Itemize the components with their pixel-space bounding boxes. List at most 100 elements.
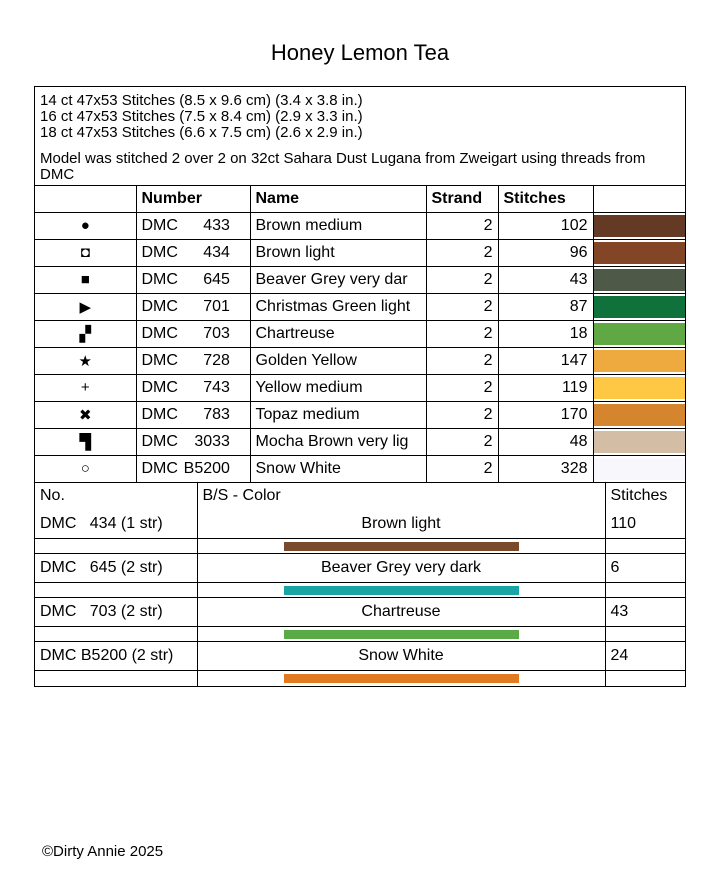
table-row: ▜ DMC 3033 Mocha Brown very lig 2 48 xyxy=(35,427,685,456)
color-swatch xyxy=(592,319,685,348)
color-swatch xyxy=(592,238,685,267)
header-name: Name xyxy=(249,186,427,213)
thread-number: DMC 701 xyxy=(135,292,251,321)
header-strand: Strand xyxy=(425,186,499,213)
stitches: 48 xyxy=(497,427,594,456)
thread-number: DMC B5200 xyxy=(135,454,251,483)
table-header: Number Name Strand Stitches xyxy=(35,186,685,213)
strand: 2 xyxy=(425,373,499,402)
size-18ct: 18 ct 47x53 Stitches (6.6 x 7.5 cm) (2.6… xyxy=(40,124,363,141)
table-row: DMC 434 (1 str) Brown light 110 xyxy=(35,509,685,539)
header-number: Number xyxy=(135,186,251,213)
thread-number: DMC 703 xyxy=(135,319,251,348)
backstitch-name: Brown light xyxy=(196,509,606,539)
table-header: No. B/S - Color Stitches xyxy=(35,482,685,510)
table-row: ▶ DMC 701 Christmas Green light 2 87 xyxy=(35,292,685,321)
table-row: ■ DMC 645 Beaver Grey very dar 2 43 xyxy=(35,265,685,294)
thread-name: Topaz medium xyxy=(249,400,427,429)
thread-number: DMC 433 xyxy=(135,211,251,240)
stitches: 18 xyxy=(497,319,594,348)
thread-name: Snow White xyxy=(249,454,427,483)
backstitch-number: DMC 434 (1 str) xyxy=(35,509,198,539)
backstitch-name: Chartreuse xyxy=(196,597,606,627)
chart-key: 14 ct 47x53 Stitches (8.5 x 9.6 cm) (3.4… xyxy=(34,86,686,687)
backstitch-stitches: 6 xyxy=(604,553,685,583)
color-swatch xyxy=(592,211,685,240)
page-title: Honey Lemon Tea xyxy=(270,40,450,65)
copyright: ©Dirty Annie 2025 xyxy=(42,843,164,860)
size-14ct: 14 ct 47x53 Stitches (8.5 x 9.6 cm) (3.4… xyxy=(40,92,363,109)
backstitch-number: DMC 703 (2 str) xyxy=(35,597,198,627)
strand: 2 xyxy=(425,400,499,429)
filled-square-icon: ■ xyxy=(35,265,137,294)
color-swatch xyxy=(592,373,685,402)
table-row: DMC 703 (2 str) Chartreuse 43 xyxy=(35,597,685,627)
checker-icon: ▞ xyxy=(35,319,137,348)
table-row: ○ DMC B5200 Snow White 2 328 xyxy=(35,454,685,483)
table-row: DMC B5200 (2 str) Snow White 24 xyxy=(35,641,685,671)
stitches: 96 xyxy=(497,238,594,267)
triangle-right-icon: ▶ xyxy=(35,292,137,321)
strand: 2 xyxy=(425,292,499,321)
thread-number: DMC 3033 xyxy=(135,427,251,456)
thread-name: Brown medium xyxy=(249,211,427,240)
table-row: ★ DMC 728 Golden Yellow 2 147 xyxy=(35,346,685,375)
backstitch-line-sample xyxy=(196,538,606,554)
thread-number: DMC 783 xyxy=(135,400,251,429)
table-row: ✖ DMC 783 Topaz medium 2 170 xyxy=(35,400,685,429)
backstitch-name: Snow White xyxy=(196,641,606,671)
backstitch-stitches: 110 xyxy=(604,509,685,539)
color-swatch xyxy=(592,265,685,294)
star-icon: ★ xyxy=(35,346,137,375)
strand: 2 xyxy=(425,319,499,348)
backstitch-name: Beaver Grey very dark xyxy=(196,553,606,583)
thread-name: Brown light xyxy=(249,238,427,267)
thread-name: Golden Yellow xyxy=(249,346,427,375)
filled-circle-icon: ● xyxy=(35,211,137,240)
thread-table: Number Name Strand Stitches ● DMC 433 Bro… xyxy=(35,186,685,483)
color-swatch xyxy=(592,400,685,429)
color-swatch xyxy=(592,292,685,321)
thread-name: Christmas Green light xyxy=(249,292,427,321)
backstitch-line-sample xyxy=(196,582,606,598)
thread-name: Mocha Brown very lig xyxy=(249,427,427,456)
strand: 2 xyxy=(425,238,499,267)
strand: 2 xyxy=(425,454,499,483)
stitches: 43 xyxy=(497,265,594,294)
stitches: 87 xyxy=(497,292,594,321)
pattern-info: 14 ct 47x53 Stitches (8.5 x 9.6 cm) (3.4… xyxy=(35,87,685,186)
strand: 2 xyxy=(425,427,499,456)
hollow-circle-icon: ○ xyxy=(35,454,137,483)
thread-number: DMC 743 xyxy=(135,373,251,402)
stitches: 170 xyxy=(497,400,594,429)
stitches: 119 xyxy=(497,373,594,402)
header-color: B/S - Color xyxy=(196,482,606,510)
thread-name: Beaver Grey very dar xyxy=(249,265,427,294)
strand: 2 xyxy=(425,346,499,375)
backstitch-number: DMC B5200 (2 str) xyxy=(35,641,198,671)
table-row: ◘ DMC 434 Brown light 2 96 xyxy=(35,238,685,267)
stitches: 328 xyxy=(497,454,594,483)
header-stitches: Stitches xyxy=(604,482,685,510)
size-16ct: 16 ct 47x53 Stitches (7.5 x 8.4 cm) (2.9… xyxy=(40,108,363,125)
strand: 2 xyxy=(425,265,499,294)
header-stitches: Stitches xyxy=(497,186,594,213)
thread-number: DMC 434 xyxy=(135,238,251,267)
thread-name: Chartreuse xyxy=(249,319,427,348)
color-swatch xyxy=(592,427,685,456)
corner-icon: ▜ xyxy=(35,427,137,456)
backstitch-table: No. B/S - Color Stitches DMC 434 (1 str)… xyxy=(35,482,685,686)
table-row: ▞ DMC 703 Chartreuse 2 18 xyxy=(35,319,685,348)
color-swatch xyxy=(592,346,685,375)
hollow-square-icon: ◘ xyxy=(35,238,137,267)
table-row: + DMC 743 Yellow medium 2 119 xyxy=(35,373,685,402)
table-row: ● DMC 433 Brown medium 2 102 xyxy=(35,211,685,240)
stitches: 147 xyxy=(497,346,594,375)
strand: 2 xyxy=(425,211,499,240)
stitches: 102 xyxy=(497,211,594,240)
backstitch-line-sample xyxy=(196,626,606,642)
thread-number: DMC 728 xyxy=(135,346,251,375)
backstitch-line-sample xyxy=(196,670,606,686)
backstitch-stitches: 24 xyxy=(604,641,685,671)
color-swatch xyxy=(592,454,685,483)
